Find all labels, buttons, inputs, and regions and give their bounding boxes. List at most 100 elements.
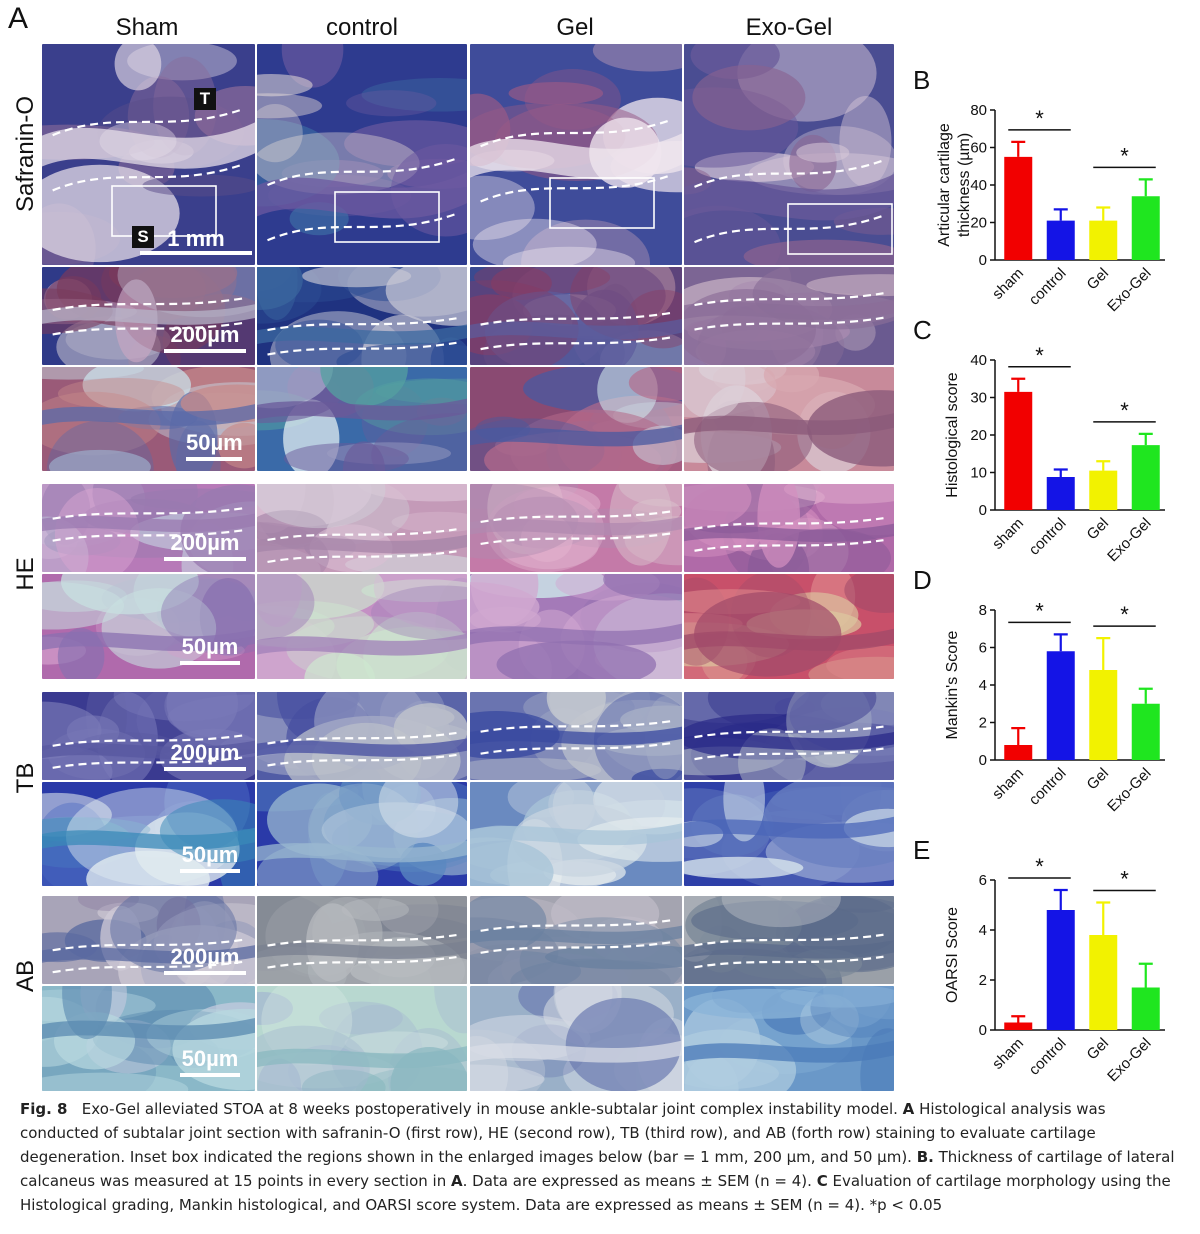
y-tick-label: 40 [970,352,987,369]
micrograph-tile [257,367,467,471]
caption-a-ref: A [451,1172,463,1190]
error-bar [1096,901,1111,935]
micrograph-tile [42,574,255,679]
y-tick-label: 6 [979,640,987,657]
x-tick-label: sham [989,265,1027,303]
row-label-he: HE [12,557,39,591]
error-bar [1096,460,1111,471]
micrograph-tile [470,367,682,471]
panel-letter-b: B [913,65,930,95]
y-tick-label: 0 [979,1022,987,1039]
error-bar [1053,208,1068,221]
caption-sentence-2: Histological analysis was conducted of s… [20,1100,1106,1166]
scale-label-200um: 200µm [170,944,240,969]
bar-control [1046,651,1075,760]
y-tick-label: 0 [979,252,987,269]
y-tick-label: 80 [970,102,987,119]
bar-control [1046,477,1075,510]
micrograph-tile [470,986,682,1091]
micrograph-tile [684,692,894,780]
micrograph-tile [684,44,894,265]
caption-fig-label: Fig. 8 [20,1100,68,1118]
y-tick-label: 20 [970,215,987,232]
scale-bar-200um-he: 200µm [164,530,246,561]
error-bar [1138,432,1153,446]
significance-star: * [1035,343,1044,368]
error-bar [1138,178,1153,197]
bar-control [1046,220,1075,260]
column-label-exo-gel: Exo-Gel [745,14,833,41]
micrograph-tile [257,692,467,780]
micrograph-tile [257,267,467,365]
y-axis-label: Histological score [944,372,961,497]
micrograph-tile [470,692,682,780]
bar-exo-gel [1131,703,1160,760]
error-bar [1011,377,1026,392]
column-label-control: control [325,14,399,41]
x-tick-label: sham [989,515,1027,553]
scale-label-50um: 50µm [181,1046,239,1071]
panel-letter-c: C [913,315,932,345]
y-tick-label: 0 [979,502,987,519]
y-tick-label: 30 [970,390,987,407]
scale-label-1mm: 1 mm [167,226,225,251]
error-bar [1096,637,1111,670]
significance-star: * [1035,854,1044,879]
significance-star: * [1120,867,1129,892]
scale-bar-50um-ab: 50µm [180,1046,240,1077]
micrograph-tile [42,986,255,1091]
bar-exo-gel [1131,987,1160,1030]
x-tick-label: Exo-Gel [1104,765,1154,815]
y-tick-label: 4 [979,677,987,694]
y-axis-label: Articular cartilage [936,123,953,247]
significance-star: * [1120,398,1129,423]
x-tick-label: Gel [1084,1035,1113,1064]
x-tick-label: Exo-Gel [1104,1035,1154,1085]
y-tick-label: 60 [970,140,987,157]
micrograph-tile [684,782,894,886]
bar-gel [1089,935,1118,1030]
bar-gel [1089,470,1118,510]
row-label-safranin-o: Safranin-O [12,95,39,213]
micrograph-tile [684,267,894,365]
y-tick-label: 20 [970,427,987,444]
error-bar [1138,687,1153,704]
scale-bar-200um-ab: 200µm [164,944,246,975]
panel-letter-e: E [913,835,930,865]
micrograph-tile [42,782,255,886]
y-tick-label: 6 [979,872,987,889]
caption-sentence-5: Evaluation of cartilage morphology using… [20,1172,1171,1214]
error-bar [1011,140,1026,157]
error-bar [1053,888,1068,910]
scale-label-200um: 200µm [170,322,240,347]
significance-star: * [1120,143,1129,168]
caption-sentence-3: Thickness of cartilage of lateral calcan… [20,1148,1175,1190]
x-tick-label: control [1026,765,1070,809]
row-label-ab: AB [12,960,39,993]
bar-sham [1004,391,1033,510]
y-tick-label: 4 [979,922,987,939]
micrograph-tile [684,574,894,679]
micrograph-tile [470,44,682,265]
caption-sentence-1: Exo-Gel alleviated STOA at 8 weeks posto… [81,1100,898,1118]
bar-sham [1004,1022,1033,1030]
caption-c-label: C [816,1172,828,1190]
x-tick-label: Gel [1084,265,1113,294]
scale-bar-50um-tb: 50µm [180,842,240,873]
x-tick-label: control [1026,515,1070,559]
micrograph-tile [470,574,682,679]
scale-bar-50um-he: 50µm [180,634,240,665]
bar-exo-gel [1131,196,1160,260]
caption-b-label: B. [916,1148,934,1166]
micrograph-tile [257,896,467,984]
micrograph-tile [257,484,467,572]
significance-star: * [1035,106,1044,131]
scale-label-50um: 50µm [181,842,239,867]
error-bar [1011,727,1026,745]
micrograph-tile [257,986,467,1091]
y-tick-label: 10 [970,465,987,482]
y-tick-label: 0 [979,752,987,769]
y-tick-label: 2 [979,972,987,989]
